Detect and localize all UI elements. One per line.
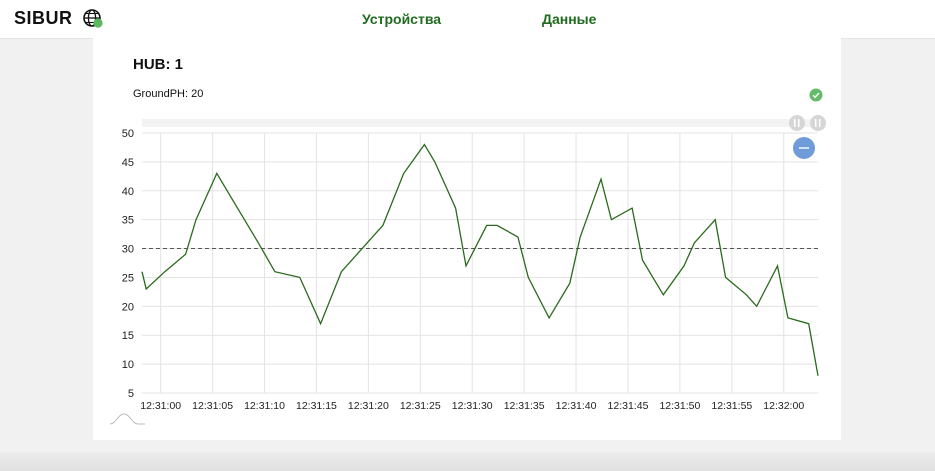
- chart-grid: [142, 132, 818, 394]
- y-tick-label: 50: [122, 128, 134, 140]
- globe-icon[interactable]: [82, 8, 104, 30]
- sensor-reading: GroundPH: 20: [133, 88, 203, 100]
- x-tick-label: 12:31:20: [348, 400, 389, 412]
- y-axis: 5 10 15 20 25 30 35 40 45 50: [122, 128, 134, 400]
- hub-card: HUB: 1 GroundPH: 20: [93, 38, 841, 440]
- hub-title: HUB: 1: [133, 56, 184, 73]
- y-tick-label: 25: [122, 272, 134, 284]
- range-slider-track[interactable]: [142, 119, 818, 127]
- series-line: [141, 143, 819, 376]
- x-tick-label: 12:32:00: [763, 400, 804, 412]
- x-tick-label: 12:31:15: [296, 400, 337, 412]
- check-circle-icon: [809, 88, 823, 102]
- x-tick-label: 12:31:50: [659, 400, 700, 412]
- x-tick-label: 12:31:30: [452, 400, 493, 412]
- nav-devices-link[interactable]: Устройства: [362, 11, 442, 27]
- nav-data-link[interactable]: Данные: [542, 11, 597, 27]
- x-tick-label: 12:31:00: [140, 400, 181, 412]
- page-footer-shadow: [0, 452, 935, 471]
- sensor-value: 20: [191, 88, 204, 100]
- y-tick-label: 5: [128, 388, 134, 400]
- y-tick-label: 15: [122, 330, 134, 342]
- x-tick-label: 12:31:25: [400, 400, 441, 412]
- y-tick-label: 45: [122, 157, 134, 169]
- sensor-label: GroundPH:: [133, 88, 189, 100]
- range-slider-handles[interactable]: [789, 115, 826, 131]
- x-tick-label: 12:31:35: [504, 400, 545, 412]
- mini-overview-icon: [109, 413, 145, 425]
- x-tick-label: 12:31:10: [244, 400, 285, 412]
- x-tick-label: 12:31:55: [711, 400, 752, 412]
- y-tick-label: 10: [122, 359, 134, 371]
- zoom-out-button[interactable]: [793, 137, 815, 159]
- y-tick-label: 30: [122, 244, 134, 256]
- brand-logo[interactable]: SIBUR: [14, 8, 73, 28]
- y-tick-label: 35: [122, 215, 134, 227]
- top-navigation-bar: SIBUR Устройства Данные: [0, 0, 935, 39]
- x-tick-label: 12:31:45: [608, 400, 649, 412]
- x-tick-label: 12:31:05: [192, 400, 233, 412]
- x-axis: 12:31:00 12:31:05 12:31:10 12:31:15 12:31:20…: [140, 400, 804, 412]
- x-tick-label: 12:31:40: [556, 400, 597, 412]
- y-tick-label: 20: [122, 301, 134, 313]
- y-tick-label: 40: [122, 186, 134, 198]
